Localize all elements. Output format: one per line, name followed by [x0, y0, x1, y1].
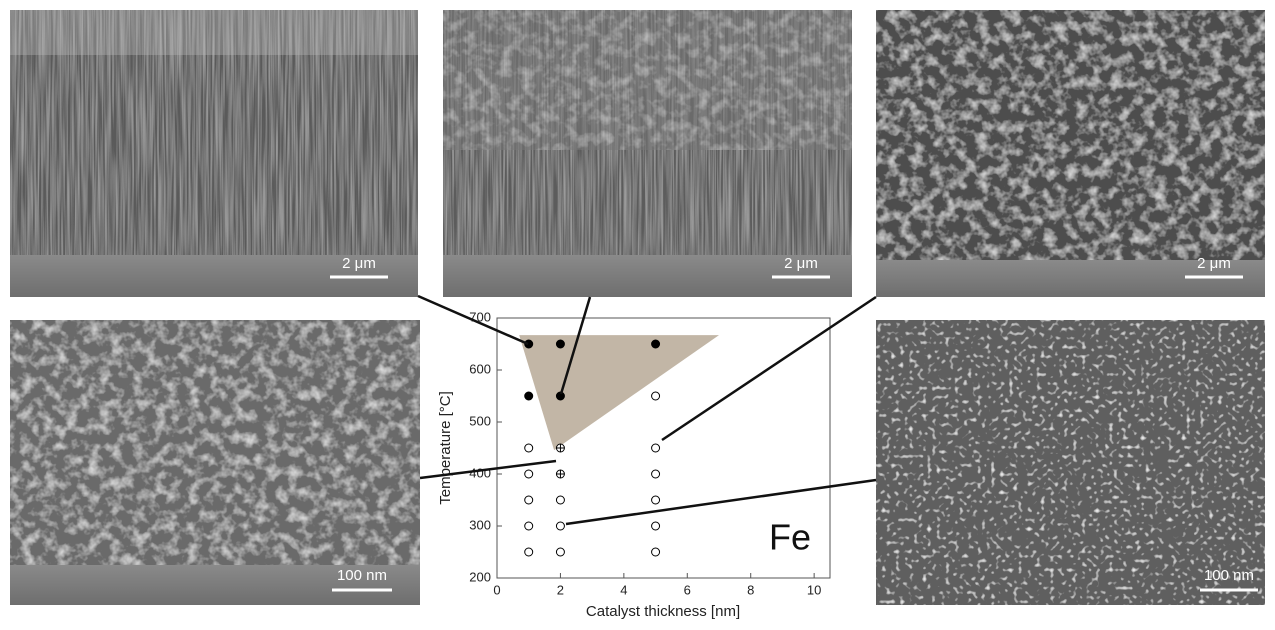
marker — [652, 470, 660, 478]
figure: 2 μm 2 μm 2 μm 100 nm 100 nm 0 2 4 6 8 10 200 3… — [0, 0, 1275, 625]
marker — [652, 496, 660, 504]
sem-image: 100 nm — [876, 320, 1265, 605]
annotation: Fe — [769, 517, 811, 558]
sem-image: 2 μm — [443, 10, 852, 297]
marker — [556, 496, 564, 504]
marker — [525, 522, 533, 530]
marker — [525, 548, 533, 556]
scale-label: 2 μm — [784, 255, 818, 272]
marker — [525, 444, 533, 452]
marker — [652, 548, 660, 556]
x-tick-label: 0 — [493, 582, 500, 597]
x-tick-label: 2 — [557, 582, 564, 597]
x-tick-label: 10 — [807, 582, 821, 597]
marker — [652, 392, 660, 400]
scale-label: 100 nm — [1204, 567, 1254, 584]
y-tick-label: 600 — [469, 361, 491, 376]
scale-label: 100 nm — [337, 567, 387, 584]
x-tick-label: 8 — [747, 582, 754, 597]
page: {"chart_data": { "type": "scatter", "xla… — [0, 0, 1275, 625]
marker — [652, 340, 660, 348]
marker — [652, 522, 660, 530]
marker — [525, 392, 533, 400]
marker — [525, 470, 533, 478]
scale-label: 2 μm — [1197, 255, 1231, 272]
marker — [525, 496, 533, 504]
x-tick-label: 6 — [684, 582, 691, 597]
marker — [652, 444, 660, 452]
y-tick-label: 500 — [469, 413, 491, 428]
marker — [556, 340, 564, 348]
scale-label: 2 μm — [342, 255, 376, 272]
sem-image: 2 μm — [10, 10, 418, 297]
marker — [556, 548, 564, 556]
y-tick-label: 200 — [469, 569, 491, 584]
sem-image: 100 nm — [10, 320, 420, 605]
marker — [556, 522, 564, 530]
x-axis-label: Catalyst thickness [nm] — [586, 603, 740, 620]
y-tick-label: 300 — [469, 517, 491, 532]
x-tick-label: 4 — [620, 582, 627, 597]
sem-image: 2 μm — [876, 10, 1265, 297]
y-axis-label: Temperature [°C] — [437, 391, 454, 505]
y-tick-label: 400 — [469, 465, 491, 480]
